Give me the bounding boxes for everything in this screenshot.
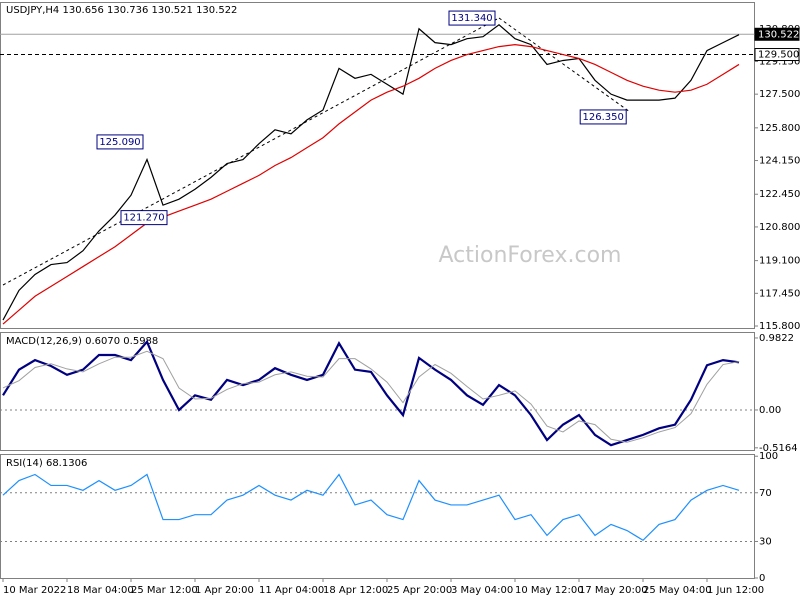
x-tick-label: 10 Mar 2022 <box>3 585 66 596</box>
y-tick-label: 117.450 <box>759 288 800 299</box>
y-tick-label: 0 <box>759 573 765 584</box>
chart-title: RSI(14) 68.1306 <box>6 458 87 469</box>
y-tick-label: 125.800 <box>759 123 800 134</box>
x-tick-label: 11 Apr 04:00 <box>259 585 324 596</box>
x-tick-label: 3 May 04:00 <box>451 585 513 596</box>
x-tick-label: 17 May 20:00 <box>579 585 648 596</box>
watermark: ActionForex.com <box>439 243 622 268</box>
series-line <box>2 44 740 325</box>
annotation-label: 121.270 <box>123 213 164 224</box>
level-label: 130.522 <box>758 29 799 40</box>
annotation-label: 131.340 <box>451 13 492 24</box>
y-tick-label: 0.00 <box>759 405 781 416</box>
y-tick-label: 115.800 <box>759 321 800 332</box>
series-line <box>2 350 740 443</box>
chart-title: USDJPY,H4 130.656 130.736 130.521 130.52… <box>6 5 237 16</box>
x-tick-label: 25 Mar 12:00 <box>131 585 198 596</box>
y-tick-label: 127.500 <box>759 89 800 100</box>
annotation-label: 126.350 <box>583 112 624 123</box>
annotation-box <box>120 210 168 226</box>
x-tick-label: 25 May 04:00 <box>643 585 712 596</box>
annotation-box <box>96 134 144 150</box>
rsi-panel <box>0 454 755 579</box>
y-tick-label: -0.5164 <box>759 443 798 454</box>
x-tick-label: 1 Jun 12:00 <box>707 585 764 596</box>
y-tick-label: 0.9822 <box>759 333 794 344</box>
series-line <box>2 339 740 447</box>
y-tick-label: 129.150 <box>759 56 800 67</box>
series-line <box>2 473 740 542</box>
series-line <box>2 24 740 321</box>
annotation-box <box>579 109 627 125</box>
annotation-label: 125.090 <box>99 137 140 148</box>
x-tick-label: 18 Mar 04:00 <box>67 585 134 596</box>
y-tick-label: 119.100 <box>759 256 800 267</box>
level-label: 129.500 <box>758 50 799 61</box>
level-label-box <box>754 48 800 62</box>
y-tick-label: 70 <box>759 488 772 499</box>
y-tick-label: 30 <box>759 536 772 547</box>
trend-line <box>2 17 500 286</box>
trend-line <box>498 17 631 113</box>
y-tick-label: 120.800 <box>759 222 800 233</box>
x-tick-label: 1 Apr 20:00 <box>195 585 254 596</box>
x-tick-label: 18 Apr 12:00 <box>323 585 388 596</box>
level-label-box <box>754 27 800 41</box>
chart-title: MACD(12,26,9) 0.6070 0.5988 <box>6 336 158 347</box>
y-tick-label: 122.450 <box>759 189 800 200</box>
macd-panel <box>0 332 755 451</box>
annotation-box <box>448 10 496 26</box>
price-panel <box>0 2 755 329</box>
y-tick-label: 124.150 <box>759 156 800 167</box>
x-tick-label: 25 Apr 20:00 <box>387 585 452 596</box>
x-tick-label: 10 May 12:00 <box>515 585 584 596</box>
y-tick-label: 100 <box>759 451 778 462</box>
